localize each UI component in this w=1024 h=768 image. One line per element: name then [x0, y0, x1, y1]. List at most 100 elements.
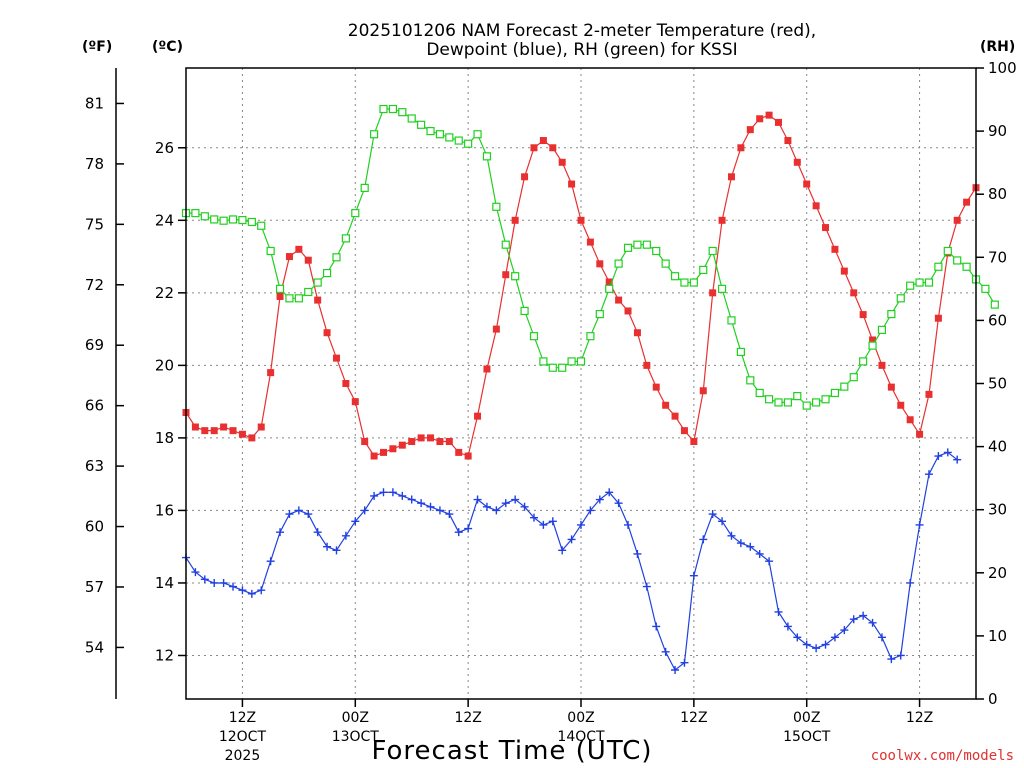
- dewpoint-point: [586, 506, 595, 515]
- temperature-point: [775, 118, 782, 126]
- celsius-tick-label: 22: [155, 284, 174, 302]
- rh-point: [501, 240, 510, 249]
- temperature-point: [840, 267, 848, 275]
- x-tick-label: 12Z: [454, 710, 481, 726]
- temperature-point: [709, 289, 717, 297]
- rh-tick-label: 40: [988, 438, 1007, 456]
- rh-point: [764, 395, 774, 404]
- dewpoint-point: [464, 524, 473, 533]
- rh-point: [774, 398, 783, 407]
- temperature-point: [784, 137, 792, 145]
- rh-point: [219, 216, 228, 225]
- temperature-point: [342, 380, 350, 387]
- dewpoint-point: [567, 535, 576, 544]
- dewpoint-point: [802, 640, 811, 649]
- x-tick-label: 00Z: [793, 710, 820, 726]
- temperature-point: [502, 271, 510, 279]
- rh-point: [238, 215, 247, 225]
- rh-point: [830, 388, 840, 398]
- temperature-point: [615, 296, 623, 304]
- temperature-point: [257, 423, 265, 431]
- temperature-point: [859, 311, 867, 319]
- chart-title-line2: Dewpoint (blue), RH (green) for KSSI: [426, 40, 737, 60]
- rh-tick-label: 90: [988, 122, 1007, 140]
- dewpoint-point: [906, 578, 915, 587]
- dewpoint-point: [482, 502, 491, 511]
- temperature-point: [680, 427, 688, 435]
- dewpoint-point: [435, 506, 444, 515]
- dewpoint-point: [511, 495, 520, 504]
- rh-point: [962, 262, 971, 271]
- dewpoint-point: [558, 546, 567, 555]
- temperature-point: [718, 216, 726, 224]
- celsius-tick-label: 18: [155, 429, 174, 447]
- temperature-point: [304, 256, 312, 264]
- fahrenheit-axis: 54 57 60 63 66 69 72 75 78 81: [85, 94, 124, 656]
- fahrenheit-tick-label: 63: [85, 457, 104, 475]
- dewpoint-point: [605, 488, 614, 497]
- rh-point: [275, 284, 285, 293]
- temperature-point: [822, 224, 830, 232]
- temperature-point: [727, 173, 735, 181]
- rh-point: [379, 104, 388, 114]
- rh-point: [605, 284, 614, 293]
- dewpoint-point: [360, 506, 369, 515]
- dewpoint-point: [285, 510, 294, 519]
- temperature-point: [765, 111, 773, 119]
- temperature-point: [793, 158, 801, 166]
- dewpoint-point: [266, 557, 275, 566]
- credit-link[interactable]: coolwx.com/models: [871, 748, 1014, 764]
- x-tick-label: 13OCT: [332, 729, 380, 745]
- temperature-point: [643, 361, 651, 369]
- rh-tick-label: 50: [988, 375, 1007, 393]
- dewpoint-point: [417, 499, 426, 508]
- temperature-point: [539, 137, 547, 145]
- rh-tick-label: 0: [988, 690, 998, 708]
- rh-point: [990, 300, 999, 309]
- dewpoint-point: [219, 578, 228, 587]
- rh-point: [567, 357, 576, 366]
- temperature-point: [276, 292, 284, 300]
- rh-unit-label: (RH): [980, 39, 1015, 55]
- dewpoint-point: [774, 607, 783, 616]
- dewpoint-point: [718, 517, 727, 526]
- rh-point: [511, 272, 520, 281]
- rh-tick-label: 30: [988, 501, 1007, 519]
- rh-tick-label: 70: [988, 248, 1007, 266]
- celsius-tick-label: 12: [155, 646, 174, 664]
- dewpoint-point: [915, 520, 924, 529]
- temperature-point: [934, 314, 942, 322]
- temperature-point: [897, 401, 905, 409]
- temperature-point: [455, 448, 463, 456]
- x-tick-label: 00Z: [342, 710, 369, 726]
- rh-point: [840, 382, 849, 391]
- dewpoint-point: [633, 549, 642, 558]
- temperature-point: [323, 329, 331, 337]
- gridlines: [186, 68, 976, 699]
- fahrenheit-tick-label: 57: [85, 578, 104, 596]
- rh-point: [539, 357, 548, 366]
- dewpoint-point: [577, 520, 585, 529]
- dewpoint-point: [699, 535, 708, 544]
- temperature-point: [492, 325, 500, 333]
- rh-point: [633, 240, 642, 249]
- rh-point: [200, 212, 209, 221]
- temperature-point: [220, 423, 228, 431]
- plot-frame: [185, 67, 977, 700]
- dewpoint-point: [388, 488, 397, 497]
- temperature-point: [850, 289, 858, 297]
- x-tick-label: 12OCT: [219, 729, 267, 745]
- fahrenheit-tick-label: 72: [85, 276, 104, 294]
- rh-point: [652, 246, 661, 256]
- temperature-point: [417, 434, 425, 442]
- rh-point: [398, 108, 407, 117]
- temperature-point: [389, 445, 397, 453]
- fahrenheit-tick-label: 69: [85, 336, 104, 354]
- dewpoint-point: [294, 506, 303, 515]
- rh-point: [558, 363, 567, 372]
- rh-point: [821, 395, 830, 404]
- rh-point: [953, 256, 962, 265]
- dewpoint-point: [229, 582, 238, 591]
- celsius-tick-label: 16: [155, 501, 174, 519]
- rh-point: [454, 136, 463, 145]
